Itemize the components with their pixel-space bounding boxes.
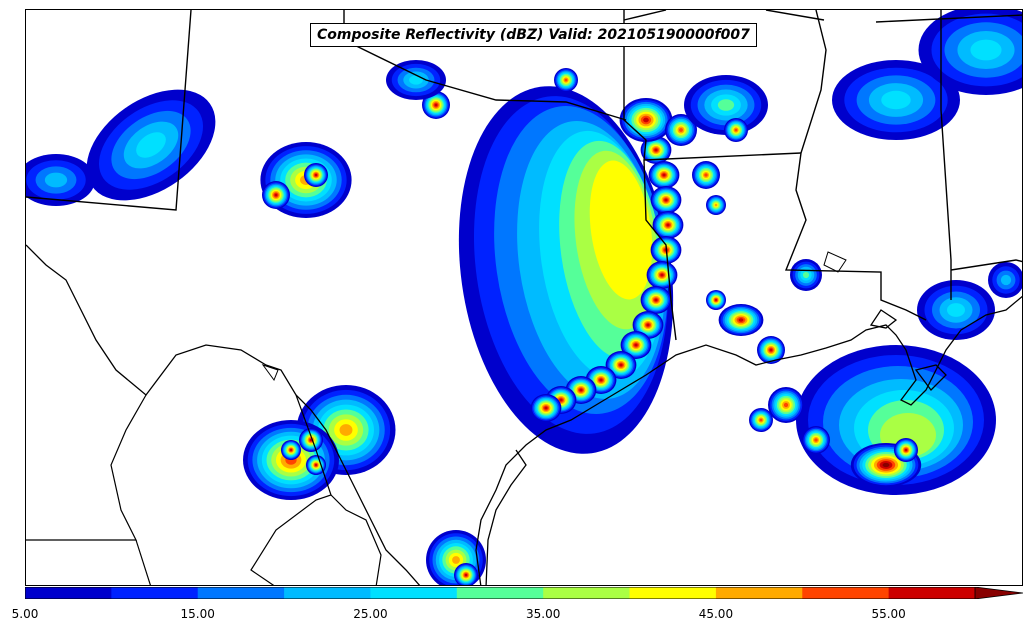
colorbar-tick-label: 35.00	[525, 607, 561, 621]
reflectivity-contour	[274, 193, 278, 197]
reflectivity-contour	[660, 273, 664, 277]
colorbar-bin	[284, 587, 371, 599]
reflectivity-contour	[1000, 274, 1012, 286]
reflectivity-contour	[643, 117, 649, 123]
reflectivity-field	[26, 10, 1022, 585]
reflectivity-contour	[646, 323, 650, 327]
reflectivity-contour	[289, 448, 293, 452]
reflectivity-contour	[544, 406, 548, 410]
reflectivity-contour	[882, 462, 890, 468]
reflectivity-contour	[589, 160, 653, 300]
reflectivity-contour	[136, 132, 166, 158]
colorbar-bin	[888, 587, 976, 599]
boundary-ok-ar	[623, 10, 667, 21]
colorbar	[25, 587, 1023, 599]
boundary-ms-river	[800, 10, 827, 154]
reflectivity-contour	[714, 298, 718, 302]
boundary-la-ms	[784, 152, 927, 321]
boundary-tn-ms	[765, 10, 825, 21]
boundary-tx-la	[643, 159, 677, 341]
gulf-coastline	[475, 295, 1022, 585]
reflectivity-contour	[666, 223, 670, 227]
reflectivity-contour	[717, 99, 735, 111]
reflectivity-contour	[714, 203, 718, 207]
colorbar-extend-arrow	[974, 587, 1023, 599]
reflectivity-contour	[564, 78, 568, 82]
reflectivity-contour	[904, 448, 908, 452]
boundary-nm-tx	[26, 10, 192, 211]
colorbar-bin	[111, 587, 199, 599]
reflectivity-contour	[881, 90, 911, 110]
reflectivity-contour	[599, 378, 603, 382]
colorbar-tick-label: 5.00	[11, 607, 39, 621]
rio-grande-border	[26, 244, 421, 585]
boundary-al-fl	[950, 259, 1022, 271]
colorbar-tick-label: 25.00	[353, 607, 388, 621]
reflectivity-contour	[970, 39, 1002, 61]
reflectivity-contour	[634, 343, 638, 347]
colorbar-tick-label: 45.00	[698, 607, 734, 621]
reflectivity-contour	[759, 418, 763, 422]
reflectivity-contour	[434, 103, 438, 107]
colorbar-tick-label: 15.00	[180, 607, 215, 621]
map-panel: Composite Reflectivity (dBZ) Valid: 2021…	[25, 9, 1023, 586]
colorbar-bin	[370, 587, 458, 599]
colorbar-bin	[543, 587, 631, 599]
reflectivity-contour	[654, 148, 658, 152]
reflectivity-contour	[734, 128, 738, 132]
reflectivity-contour	[738, 318, 744, 322]
colorbar-bin	[197, 587, 285, 599]
colorbar-bin	[456, 587, 544, 599]
reflectivity-contour	[579, 388, 583, 392]
reflectivity-contour	[559, 398, 563, 402]
state-boundaries	[26, 10, 1022, 341]
reflectivity-contour	[664, 198, 668, 202]
reflectivity-contour	[769, 348, 773, 352]
reflectivity-contour	[452, 556, 460, 564]
reflectivity-contour	[409, 75, 423, 85]
reflectivity-contour	[314, 173, 318, 177]
reflectivity-map	[26, 10, 1022, 585]
reflectivity-contour	[654, 298, 658, 302]
boundary-tx-ar	[623, 10, 647, 161]
reflectivity-contour	[339, 424, 353, 436]
boundary-ms-tn-east	[875, 14, 1022, 23]
colorbar-bin	[715, 587, 803, 599]
reflectivity-contour	[814, 438, 818, 442]
colorbar-bin	[629, 587, 717, 599]
lakes	[261, 251, 847, 382]
reflectivity-contour	[783, 402, 789, 408]
reflectivity-contour	[464, 573, 468, 577]
boundary-ms-al	[940, 10, 952, 300]
reflectivity-contour	[314, 463, 318, 467]
reflectivity-contour	[662, 173, 666, 177]
reflectivity-contour	[947, 303, 965, 317]
reflectivity-contour	[802, 271, 810, 279]
map-title: Composite Reflectivity (dBZ) Valid: 2021…	[310, 23, 757, 47]
reflectivity-contour	[704, 173, 708, 177]
reflectivity-contour	[619, 363, 623, 367]
mexico-state-boundaries	[26, 394, 382, 585]
colorbar-bin	[25, 587, 112, 599]
colorbar-tick-label: 55.00	[871, 607, 906, 621]
colorbar-bin	[802, 587, 890, 599]
reflectivity-contour	[44, 172, 68, 188]
reflectivity-contour	[679, 128, 683, 132]
boundary-ar-la	[643, 152, 802, 161]
